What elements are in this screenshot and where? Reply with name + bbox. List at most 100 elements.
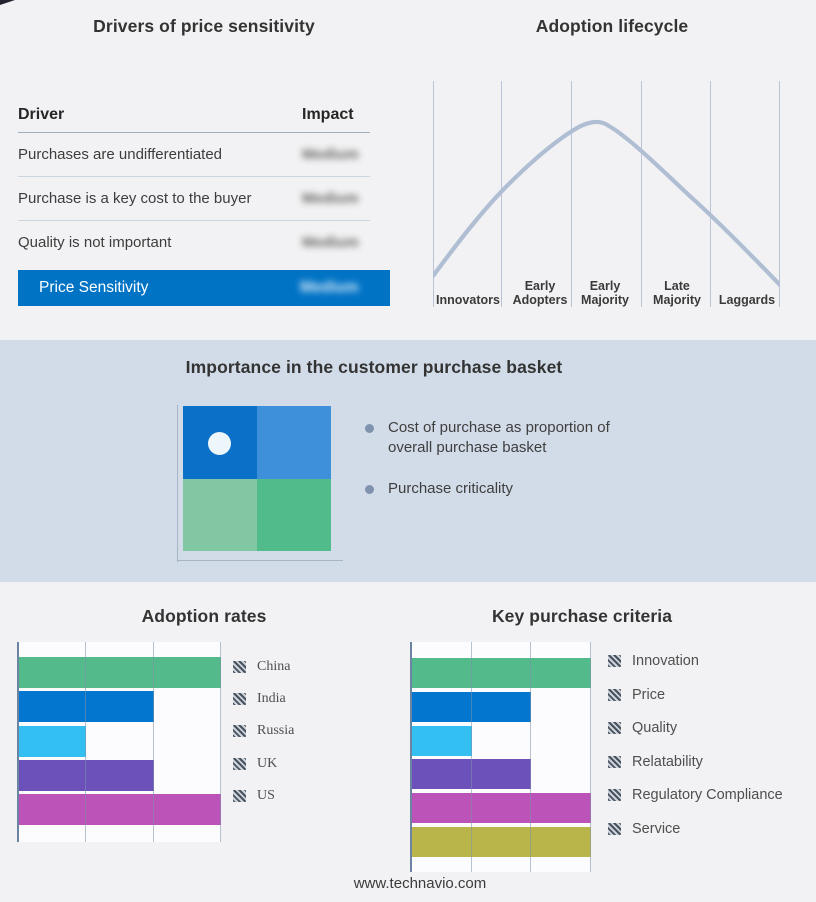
bullet-icon: [365, 485, 374, 494]
legend-label: India: [257, 691, 286, 707]
bar-service: [412, 827, 591, 857]
purchase-basket-section: [0, 340, 816, 582]
price-sensitivity-label: Price Sensitivity: [39, 279, 149, 296]
impact-cell-blurred: Medium: [302, 146, 359, 163]
adoption-rates-chart: [19, 642, 221, 842]
bar-quality: [412, 725, 472, 756]
plot-gridline: [85, 642, 87, 842]
legend-item: Relatability: [608, 754, 703, 770]
bar-price: [412, 691, 532, 722]
lifecycle-title: Adoption lifecycle: [535, 16, 689, 36]
lifecycle-stage-label: Early Majority: [581, 279, 629, 307]
legend-hatch-swatch-icon: [233, 789, 246, 802]
bullet-item: Purchase criticality: [365, 479, 643, 499]
bullet-icon: [365, 424, 374, 433]
website-url: www.technavio.com: [353, 875, 487, 892]
legend-item: US: [233, 788, 275, 804]
legend-label: Regulatory Compliance: [632, 787, 783, 803]
legend-item: Innovation: [608, 653, 699, 669]
plot-gridline: [530, 642, 532, 872]
lifecycle-chart: [433, 81, 780, 307]
drivers-table-title: Drivers of price sensitivity: [93, 16, 315, 36]
legend-label: Quality: [632, 720, 678, 736]
quadrant-bottom-right: [257, 478, 331, 551]
corner-sliver: [0, 0, 15, 5]
bar-uk: [19, 759, 154, 791]
legend-item: Quality: [608, 720, 677, 736]
quadrant-x-axis: [177, 560, 343, 561]
lifecycle-stage-labels: Innovators Early Adopters Early Majority Late…: [433, 275, 780, 307]
lifecycle-stage-label: Laggards: [718, 292, 776, 307]
legend-hatch-swatch-icon: [608, 789, 621, 801]
legend-hatch-swatch-icon: [233, 757, 246, 770]
bar-regulatory-compliance: [412, 793, 591, 824]
bullet-text: Cost of purchase as proportion of overal…: [388, 419, 610, 456]
impact-cell-blurred: Medium: [302, 234, 359, 251]
legend-label: Service: [632, 820, 681, 837]
driver-table-row: Purchases are undifferentiated Medium: [18, 133, 370, 177]
legend-item: Regulatory Compliance: [608, 787, 783, 803]
legend-label: China: [257, 659, 291, 674]
quadrant-y-axis: [177, 405, 178, 562]
bar-relatability: [412, 759, 532, 790]
column-header-driver: Driver: [18, 106, 65, 123]
legend-item: UK: [233, 756, 277, 772]
bar-india: [19, 691, 154, 723]
impact-cell-blurred: Medium: [302, 190, 359, 207]
key-purchase-criteria-y-axis: [410, 642, 412, 872]
driver-table-row: Purchase is a key cost to the buyer Mediu…: [18, 177, 370, 221]
legend-label: Russia: [257, 723, 295, 739]
purchase-basket-bullets: Cost of purchase as proportion of overal…: [365, 418, 643, 520]
legend-hatch-swatch-icon: [233, 725, 246, 738]
legend-hatch-swatch-icon: [608, 655, 621, 667]
price-sensitivity-impact-value: Medium: [300, 279, 359, 296]
legend-hatch-swatch-icon: [608, 688, 621, 701]
legend-label: Innovation: [632, 653, 699, 669]
adoption-rates-title: Adoption rates: [141, 606, 267, 626]
key-purchase-criteria-title: Key purchase criteria: [491, 606, 673, 626]
drivers-table: Driver Impact Purchases are undifferenti…: [18, 90, 370, 264]
driver-cell: Purchase is a key cost to the buyer: [18, 190, 252, 207]
plot-gridline: [220, 642, 221, 842]
legend-item: Service: [608, 821, 680, 837]
legend-hatch-swatch-icon: [233, 693, 246, 706]
bar-innovation: [412, 658, 591, 688]
bullet-text: Purchase criticality: [388, 480, 514, 497]
quadrant-marker-dot: [208, 432, 231, 455]
driver-cell: Quality is not important: [18, 234, 172, 251]
legend-item: Russia: [233, 723, 294, 739]
legend-item: Price: [608, 687, 665, 703]
lifecycle-stage-label: Early Adopters: [512, 279, 568, 307]
plot-gridline: [590, 642, 591, 872]
price-sensitivity-row: Price Sensitivity Medium: [18, 270, 390, 306]
quadrant-matrix: [183, 406, 331, 551]
bar-russia: [19, 725, 87, 757]
adoption-rates-y-axis: [17, 642, 19, 842]
quadrant-top-right: [257, 406, 331, 479]
plot-gridline: [470, 642, 472, 872]
key-purchase-criteria-chart: [412, 642, 591, 872]
legend-hatch-swatch-icon: [608, 822, 621, 835]
lifecycle-bell-curve: [433, 119, 780, 288]
lifecycle-stage-label: Late Majority: [653, 279, 701, 307]
legend-hatch-swatch-icon: [608, 755, 621, 768]
legend-item: India: [233, 691, 286, 707]
bar-china: [19, 657, 221, 688]
column-header-impact: Impact: [302, 106, 354, 123]
legend-label: Relatability: [632, 753, 703, 770]
legend-label: Price: [632, 686, 666, 703]
lifecycle-stage-label: Innovators: [436, 292, 500, 307]
bar-us: [19, 794, 221, 826]
quadrant-bottom-left: [183, 478, 257, 551]
legend-hatch-swatch-icon: [233, 661, 246, 673]
bullet-item: Cost of purchase as proportion of overal…: [365, 418, 643, 458]
legend-label: US: [257, 787, 275, 803]
legend-item: China: [233, 659, 290, 675]
legend-label: UK: [257, 755, 278, 771]
drivers-table-header: Driver Impact: [18, 90, 370, 133]
driver-cell: Purchases are undifferentiated: [18, 146, 223, 163]
purchase-basket-title: Importance in the customer purchase bask…: [185, 357, 563, 377]
driver-table-row: Quality is not important Medium: [18, 221, 370, 264]
plot-gridline: [152, 642, 154, 842]
